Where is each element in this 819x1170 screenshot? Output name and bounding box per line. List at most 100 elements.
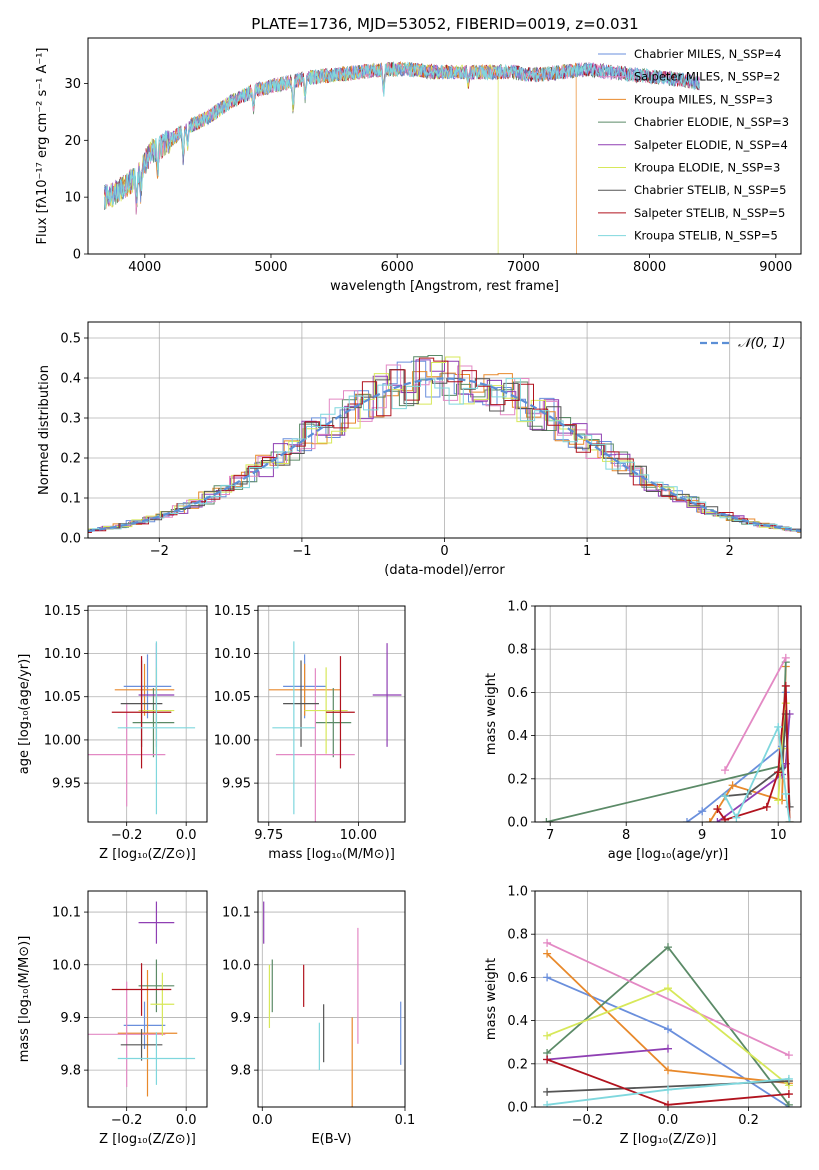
residuals-plot-area — [88, 355, 801, 533]
legend-label: Kroupa STELIB, N_SSP=5 — [634, 229, 778, 243]
weight-point — [705, 818, 714, 822]
weight-series — [546, 941, 790, 1057]
y-tick-label: 10.15 — [214, 604, 251, 619]
x-tick-label: 0 — [440, 544, 448, 559]
legend-label: Salpeter MILES, N_SSP=2 — [634, 70, 780, 84]
x-tick-label: 9.75 — [254, 828, 283, 843]
x-axis-label: Z [log₁₀(Z/Z⊙)] — [99, 1132, 196, 1147]
weight-point — [785, 818, 794, 822]
weight-point — [784, 1100, 793, 1107]
y-tick-label: 10.10 — [44, 647, 81, 662]
weight-point — [664, 1066, 672, 1075]
x-tick-label: −1 — [292, 544, 311, 559]
legend-label: Kroupa MILES, N_SSP=3 — [634, 92, 773, 106]
weight-point — [781, 681, 790, 690]
x-axis-label: wavelength [Angstrom, rest frame] — [330, 279, 559, 294]
y-tick-label: 0.4 — [60, 372, 81, 387]
y-tick-label: 0.1 — [60, 492, 81, 507]
histogram-series — [88, 378, 801, 532]
weight-point — [721, 766, 729, 775]
weight-point — [781, 789, 790, 798]
weight_vs_Z-axes: −0.2 0.0 0.2 0.0 0.2 0.4 0.6 0.8 1.0 Z [log₁₀(Z/Z… — [484, 885, 802, 1147]
weight_vs_age-plot-area — [542, 653, 794, 822]
y-tick-label: 0.2 — [60, 452, 81, 467]
weight-point — [784, 1090, 793, 1099]
weight-point — [732, 813, 741, 822]
y-tick-label: 10.15 — [44, 604, 81, 619]
y-tick-label: 0.8 — [507, 643, 528, 658]
histogram-series — [88, 356, 801, 532]
x-axis-label: Z [log₁₀(Z/Z⊙)] — [99, 847, 196, 862]
weight-point — [664, 1025, 672, 1034]
spectrum-line — [104, 62, 700, 207]
weight-point — [784, 1074, 793, 1083]
x-tick-label: 0.0 — [176, 828, 197, 843]
x-tick-label: 0.1 — [395, 1113, 416, 1128]
spectrum-line — [104, 60, 577, 254]
spectrum-line — [104, 62, 700, 210]
weight-point — [713, 818, 722, 822]
x-tick-label: 6000 — [381, 260, 414, 275]
histogram-series — [88, 357, 801, 533]
y-tick-label: 0.5 — [60, 332, 81, 347]
y-tick-label: 10.10 — [214, 647, 251, 662]
weight-point — [664, 984, 672, 993]
mass_vs_EBV-axes: 0.0 0.1 9.8 9.9 10.0 10.1 E(B-V) — [222, 890, 416, 1147]
y-tick-label: 0.0 — [507, 816, 528, 831]
weight-point — [728, 781, 737, 790]
y-axis-label: age [log₁₀(age/yr)] — [17, 654, 32, 775]
x-tick-label: 8 — [622, 828, 630, 843]
x-tick-label: 0.0 — [176, 1113, 197, 1128]
age_vs_mass-axes: 9.75 10.00 9.95 10.00 10.05 10.10 10.15 mass [l… — [214, 604, 406, 862]
y-tick-label: 9.8 — [230, 1064, 251, 1079]
x-tick-label: 0.2 — [738, 1113, 759, 1128]
x-tick-label: 8000 — [633, 260, 666, 275]
weight-point — [721, 815, 729, 822]
y-tick-label: 10 — [64, 191, 81, 206]
y-tick-label: 9.9 — [60, 1011, 81, 1026]
x-tick-label: −0.2 — [111, 828, 143, 843]
weight-point — [664, 1100, 672, 1107]
weight-point — [774, 768, 783, 777]
weight-point — [683, 818, 691, 822]
weight-point — [543, 1087, 552, 1096]
axes-frame — [257, 890, 406, 1108]
legend-label: Kroupa ELODIE, N_SSP=3 — [634, 161, 780, 175]
spectrum-line — [104, 62, 499, 254]
weight-point — [664, 1044, 672, 1053]
x-tick-label: 9000 — [759, 260, 792, 275]
weight-series — [716, 685, 791, 822]
x-tick-label: −0.2 — [111, 1113, 143, 1128]
legend-label: 𝒩(0, 1) — [738, 336, 785, 351]
x-axis-label: mass [log₁₀(M/M⊙)] — [268, 847, 395, 862]
weight-point — [543, 1031, 552, 1040]
x-tick-label: 10 — [770, 828, 787, 843]
weight-point — [543, 938, 552, 947]
y-axis-label: mass weight — [484, 958, 499, 1040]
y-tick-label: 0.0 — [507, 1101, 528, 1116]
weight-point — [664, 943, 672, 952]
x-tick-label: 9 — [698, 828, 706, 843]
weight-point — [543, 1055, 552, 1064]
y-tick-label: 9.95 — [222, 777, 251, 792]
histogram-series — [88, 359, 801, 533]
y-axis-label: mass [log₁₀(M/M⊙)] — [17, 936, 32, 1063]
y-tick-label: 10.0 — [222, 958, 251, 973]
y-tick-label: 0.3 — [60, 412, 81, 427]
age_vs_Z-plot-area — [88, 641, 196, 815]
y-tick-label: 0 — [73, 248, 81, 263]
weight-point — [774, 796, 783, 805]
y-tick-label: 10.0 — [52, 958, 81, 973]
y-tick-label: 10.00 — [44, 733, 81, 748]
age_vs_mass-plot-area — [268, 641, 402, 822]
spectrum-title: PLATE=1736, MJD=53052, FIBERID=0019, z=0… — [251, 15, 638, 33]
x-tick-label: 4000 — [128, 260, 161, 275]
spectrum-line — [104, 62, 700, 204]
y-tick-label: 20 — [64, 134, 81, 149]
weight-point — [542, 818, 551, 822]
x-tick-label: 0.0 — [252, 1113, 273, 1128]
y-axis-label: mass weight — [484, 673, 499, 755]
x-tick-label: 1 — [583, 544, 591, 559]
y-tick-label: 0.4 — [507, 1014, 528, 1029]
